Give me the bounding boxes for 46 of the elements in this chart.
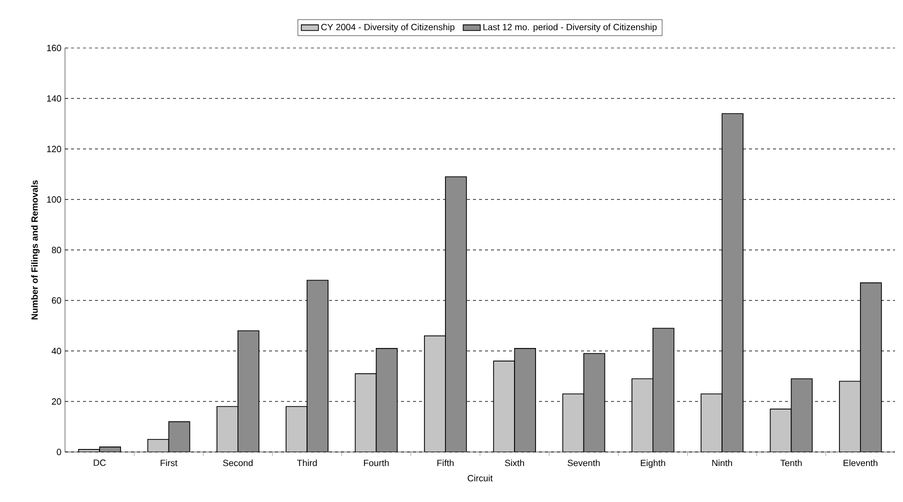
bar	[493, 360, 515, 452]
bar	[514, 348, 536, 452]
x-tick-label: Seventh	[568, 460, 600, 466]
bar	[354, 373, 377, 452]
bar	[722, 113, 744, 452]
bar	[376, 348, 398, 452]
x-tick-label: Ninth	[712, 460, 732, 466]
y-tick-label: 160	[47, 44, 62, 52]
bar	[583, 353, 606, 452]
x-tick-label: Sixth	[504, 460, 524, 466]
x-tick-label: First	[160, 460, 178, 466]
bar	[238, 330, 260, 452]
bar	[286, 406, 308, 452]
x-tick-label: Tenth	[780, 460, 802, 466]
bar	[860, 282, 882, 452]
y-axis-title: Number of Filings and Removals	[31, 180, 40, 320]
bar	[790, 378, 813, 452]
bar	[770, 408, 792, 452]
bar	[562, 394, 584, 452]
y-tick-label: 140	[47, 95, 62, 102]
bar	[632, 378, 654, 452]
legend-label: Last 12 mo. period - Diversity of Citizenship	[483, 24, 657, 32]
x-tick-label: DC	[94, 460, 106, 466]
bar	[652, 328, 674, 452]
x-tick-label: Eighth	[640, 460, 666, 468]
y-tick-label: 20	[52, 398, 62, 405]
bar	[839, 380, 861, 452]
bar	[424, 335, 446, 452]
bar	[306, 280, 328, 452]
y-tick-label: 80	[52, 246, 62, 254]
bar	[216, 406, 238, 452]
y-tick-label: 120	[47, 146, 62, 152]
bar	[700, 394, 722, 452]
bar	[445, 176, 467, 452]
x-axis-title: Circuit	[468, 474, 493, 482]
y-tick-label: 60	[52, 297, 62, 304]
x-tick-label: Fourth	[364, 460, 389, 466]
y-tick-label: 100	[47, 196, 62, 203]
x-tick-label: Second	[223, 460, 253, 466]
legend-label: CY 2004 - Diversity of Citizenship	[321, 24, 454, 32]
y-tick-label: 0	[56, 448, 62, 456]
bar	[168, 421, 190, 452]
x-tick-label: Fifth	[437, 460, 454, 466]
x-tick-label: Third	[297, 460, 317, 466]
y-tick-label: 40	[52, 348, 62, 354]
x-tick-label: Eleventh	[844, 460, 878, 466]
